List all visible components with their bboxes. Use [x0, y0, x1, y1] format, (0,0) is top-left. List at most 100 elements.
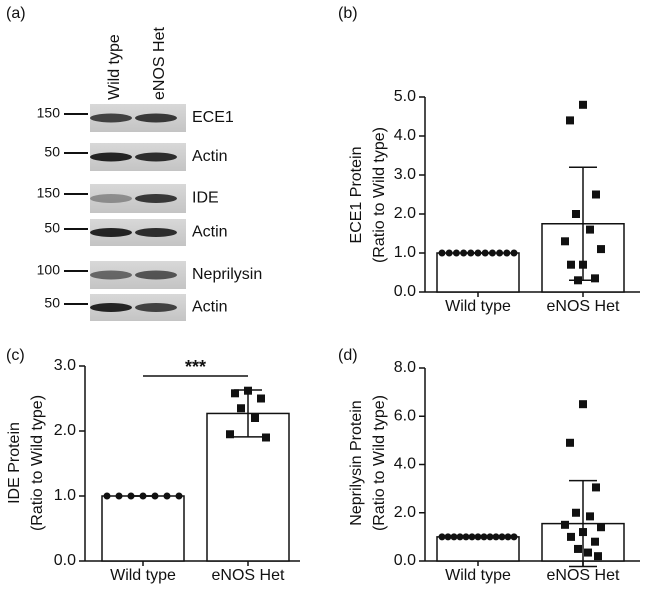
y-axis-label: (Ratio to Wild type) — [29, 395, 46, 531]
bar — [101, 495, 185, 562]
data-point — [450, 533, 458, 541]
y-tick-label: 4.0 — [394, 456, 416, 473]
data-point — [597, 523, 605, 532]
panel-label: (b) — [338, 5, 358, 22]
data-point — [251, 414, 259, 422]
data-point — [591, 537, 599, 546]
data-point — [586, 225, 594, 234]
data-point — [586, 512, 594, 521]
blot-band — [135, 303, 177, 312]
data-point — [566, 438, 574, 447]
blot-band — [135, 270, 177, 280]
y-tick-label: 5.0 — [394, 88, 416, 105]
data-point — [445, 249, 453, 257]
data-point — [579, 400, 587, 409]
marker-size: 150 — [37, 105, 61, 121]
marker-size: 100 — [37, 262, 61, 278]
data-point — [492, 533, 500, 541]
y-tick-label: 2.0 — [394, 504, 416, 521]
y-tick-label: 3.0 — [54, 357, 76, 374]
y-tick-label: 1.0 — [54, 487, 76, 504]
y-tick-label: 3.0 — [394, 166, 416, 183]
data-point — [561, 520, 569, 529]
data-point — [456, 533, 464, 541]
data-point — [438, 249, 446, 257]
y-axis-label: Neprilysin Protein — [348, 400, 365, 525]
data-point — [510, 249, 518, 257]
y-tick-label: 2.0 — [394, 205, 416, 222]
data-point — [567, 260, 575, 269]
blot-band — [135, 113, 177, 123]
y-axis-label: ECE1 Protein — [348, 147, 365, 244]
data-point — [572, 210, 580, 218]
blot-band — [135, 228, 177, 237]
blot-band — [90, 194, 132, 203]
y-axis-label: (Ratio to Wild type) — [371, 127, 388, 263]
blot-band — [90, 303, 132, 312]
protein-label: Actin — [192, 224, 228, 241]
x-tick-label: eNOS Het — [547, 298, 620, 315]
data-point — [579, 100, 587, 109]
marker-size: 50 — [44, 295, 60, 311]
lane-label: Wild type — [106, 34, 123, 100]
data-point — [591, 274, 599, 283]
y-tick-label: 8.0 — [394, 359, 416, 376]
protein-label: Actin — [192, 148, 228, 165]
protein-label: ECE1 — [192, 109, 234, 126]
blot-band — [90, 228, 132, 237]
protein-label: Neprilysin — [192, 266, 262, 283]
y-tick-label: 2.0 — [54, 422, 76, 439]
panel-label: (d) — [338, 347, 358, 364]
data-point — [567, 532, 575, 541]
significance-label: *** — [185, 357, 206, 377]
blot-band — [90, 113, 132, 123]
lane-label: eNOS Het — [151, 27, 168, 100]
marker-size: 150 — [37, 185, 61, 201]
blot-band — [90, 152, 132, 162]
data-point — [237, 404, 245, 413]
x-tick-label: Wild type — [445, 567, 511, 584]
data-point — [498, 533, 506, 541]
data-point — [175, 492, 183, 500]
data-point — [103, 492, 111, 500]
protein-label: IDE — [192, 190, 219, 207]
data-point — [115, 492, 123, 500]
blot-band — [90, 270, 132, 280]
x-tick-label: eNOS Het — [547, 567, 620, 584]
data-point — [496, 249, 504, 257]
data-point — [510, 533, 518, 541]
x-tick-label: Wild type — [445, 298, 511, 315]
data-point — [584, 548, 592, 557]
x-tick-label: Wild type — [110, 567, 176, 584]
y-tick-label: 0.0 — [394, 283, 416, 300]
y-tick-label: 6.0 — [394, 407, 416, 424]
data-point — [226, 430, 234, 439]
y-axis-label: IDE Protein — [6, 422, 23, 504]
marker-size: 50 — [44, 144, 60, 160]
y-tick-label: 0.0 — [54, 552, 76, 569]
data-point — [231, 389, 239, 398]
x-tick-label: eNOS Het — [212, 567, 285, 584]
data-point — [594, 552, 602, 561]
bar — [436, 536, 520, 562]
data-point — [460, 249, 468, 257]
data-point — [452, 249, 460, 257]
data-point — [572, 508, 580, 517]
data-point — [504, 533, 512, 541]
data-point — [438, 533, 446, 541]
data-point — [566, 116, 574, 125]
data-point — [444, 533, 452, 541]
data-point — [163, 492, 171, 500]
data-point — [262, 433, 270, 442]
panel-label: (c) — [6, 347, 25, 364]
y-axis-label: (Ratio to Wild type) — [371, 395, 388, 531]
marker-size: 50 — [44, 220, 60, 236]
data-point — [574, 544, 582, 553]
blot-band — [135, 194, 177, 203]
data-point — [257, 394, 265, 403]
protein-label: Actin — [192, 299, 228, 316]
panel-label: (a) — [6, 5, 26, 22]
data-point — [488, 249, 496, 257]
blot-band — [135, 152, 177, 162]
